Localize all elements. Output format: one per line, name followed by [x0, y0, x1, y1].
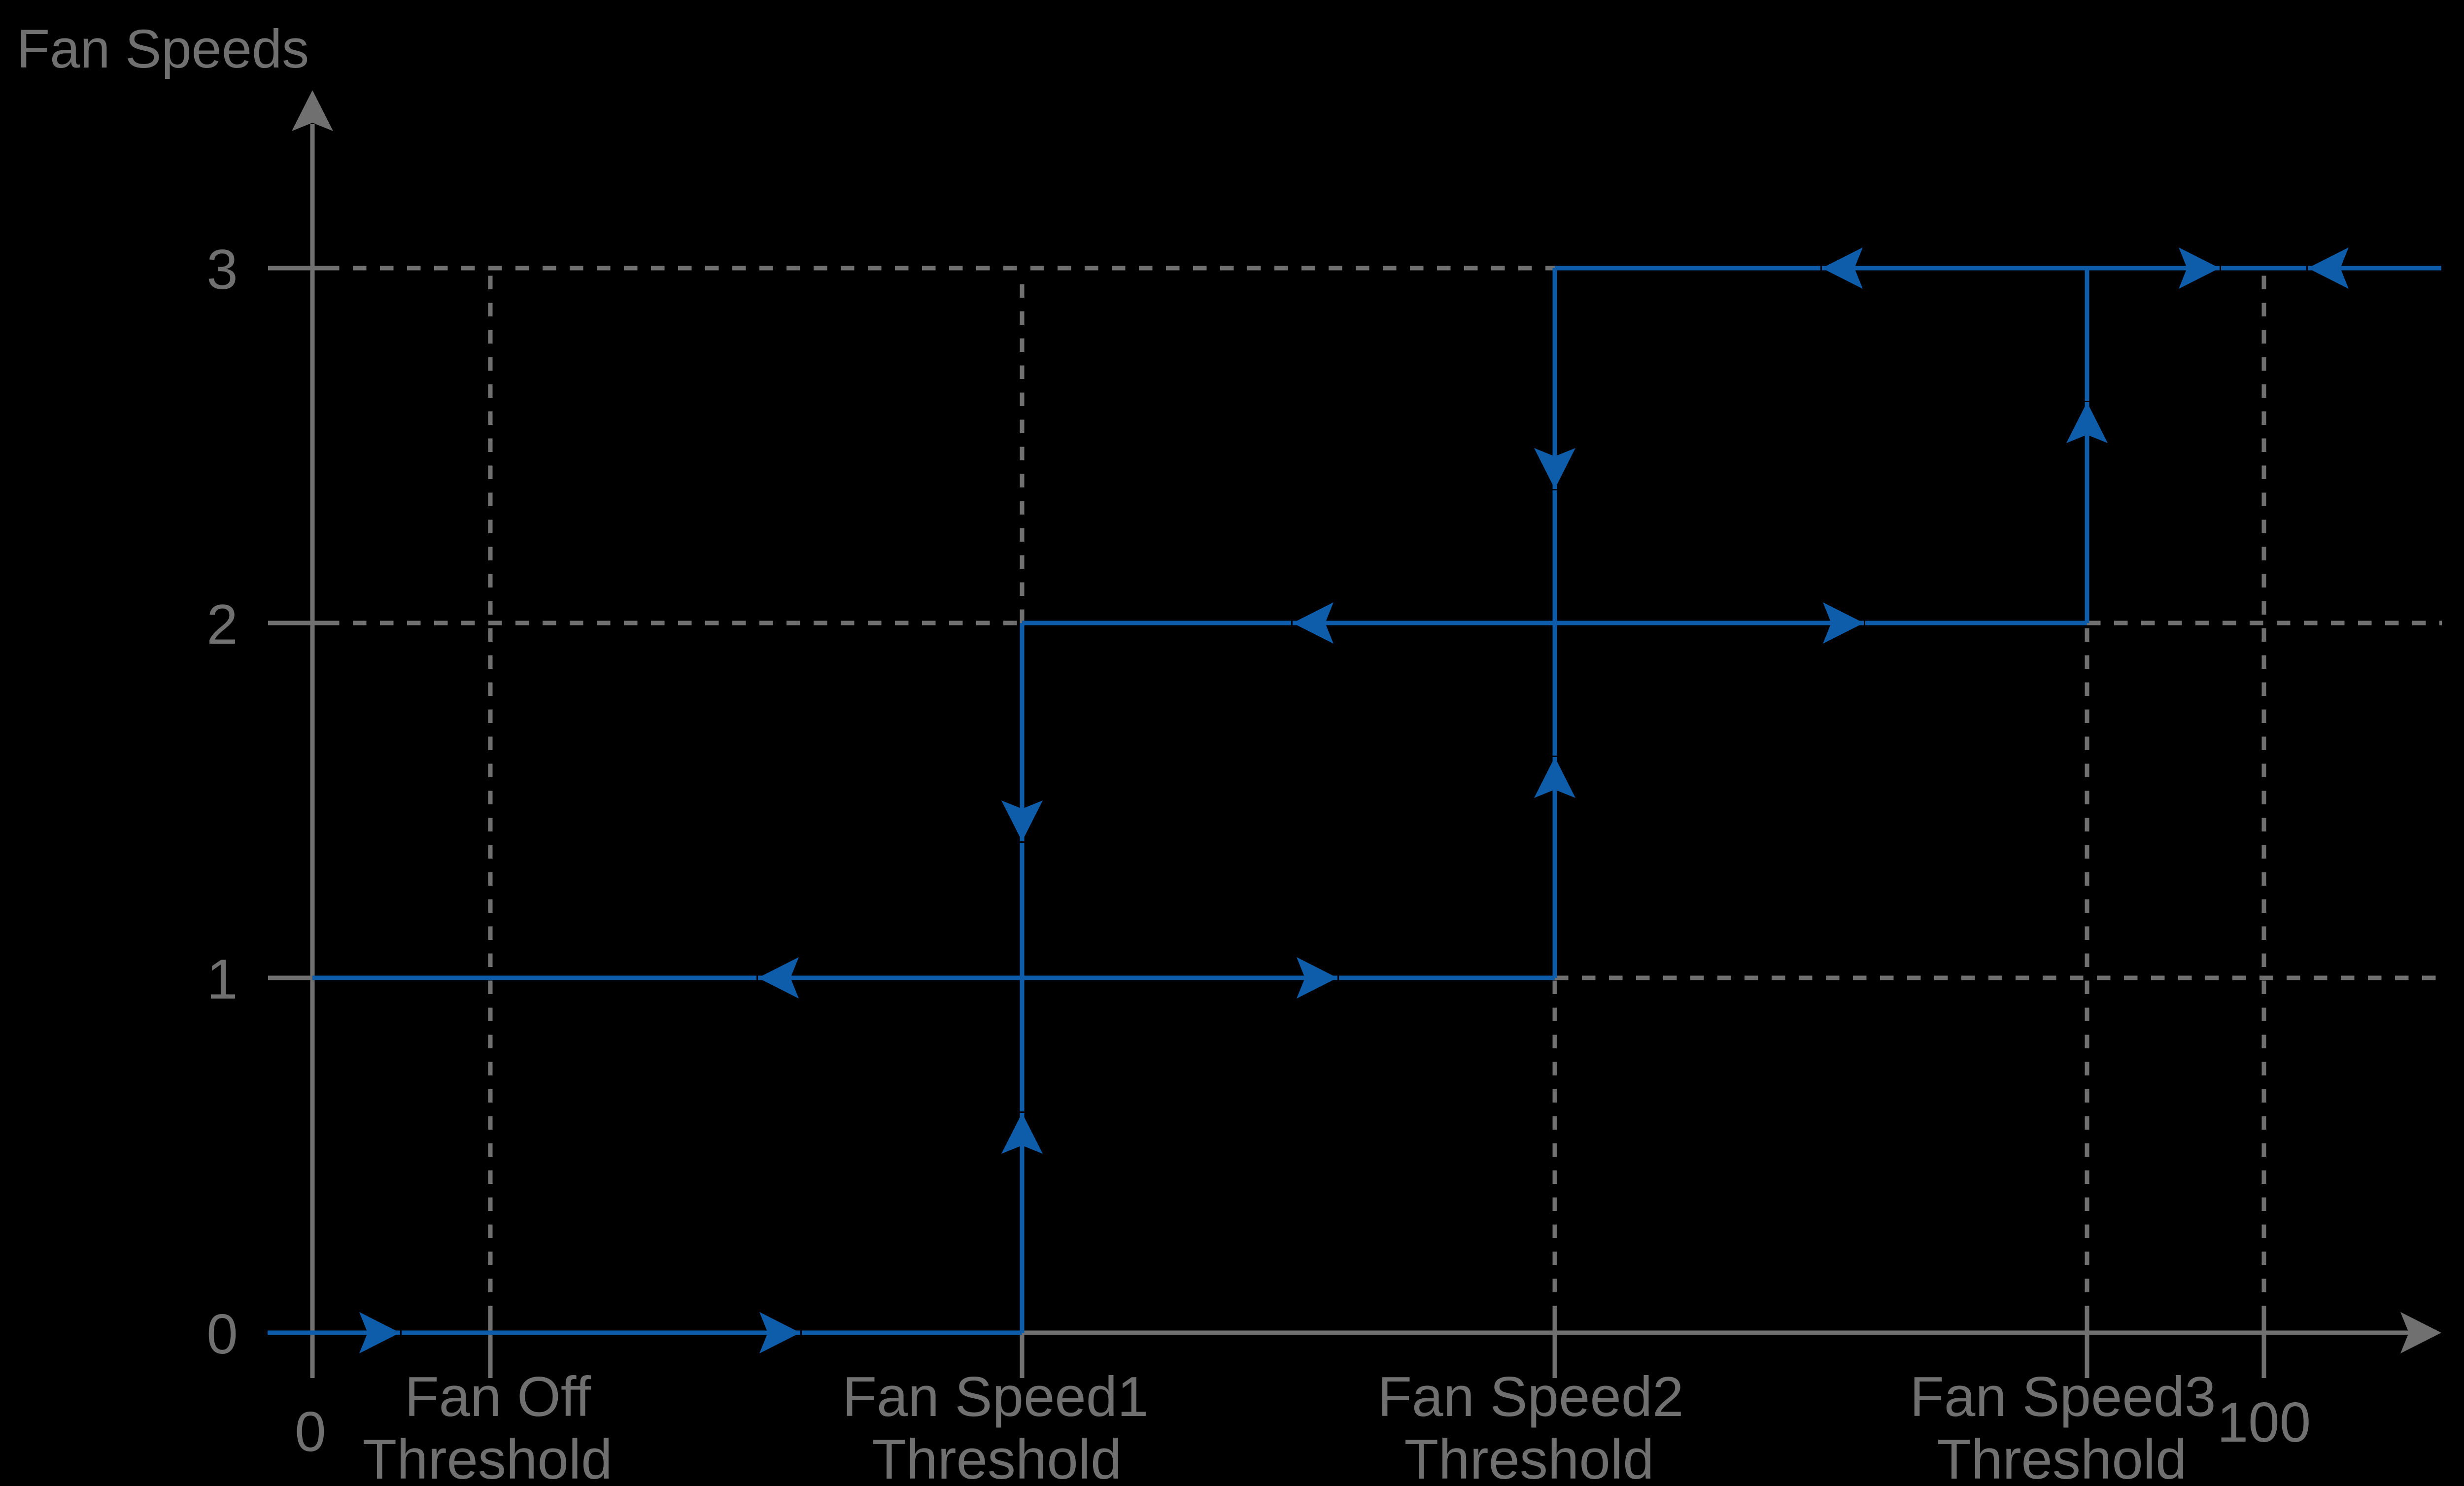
- svg-text:Fan Speeds: Fan Speeds: [17, 19, 309, 79]
- svg-text:1: 1: [206, 948, 238, 1011]
- svg-text:Threshold: Threshold: [1937, 1428, 2187, 1486]
- svg-text:2: 2: [206, 593, 238, 656]
- svg-text:Fan Speed2: Fan Speed2: [1377, 1366, 1683, 1428]
- svg-text:100: 100: [2217, 1391, 2311, 1454]
- svg-text:Threshold: Threshold: [872, 1428, 1122, 1486]
- svg-text:3: 3: [206, 239, 238, 301]
- svg-text:Threshold: Threshold: [363, 1428, 613, 1486]
- svg-text:0: 0: [206, 1303, 238, 1366]
- svg-text:Fan Off: Fan Off: [405, 1366, 591, 1428]
- svg-text:Fan Speed3: Fan Speed3: [1910, 1366, 2216, 1428]
- svg-text:Threshold: Threshold: [1404, 1428, 1654, 1486]
- svg-text:Fan Speed1: Fan Speed1: [842, 1366, 1148, 1428]
- svg-text:0: 0: [295, 1401, 326, 1463]
